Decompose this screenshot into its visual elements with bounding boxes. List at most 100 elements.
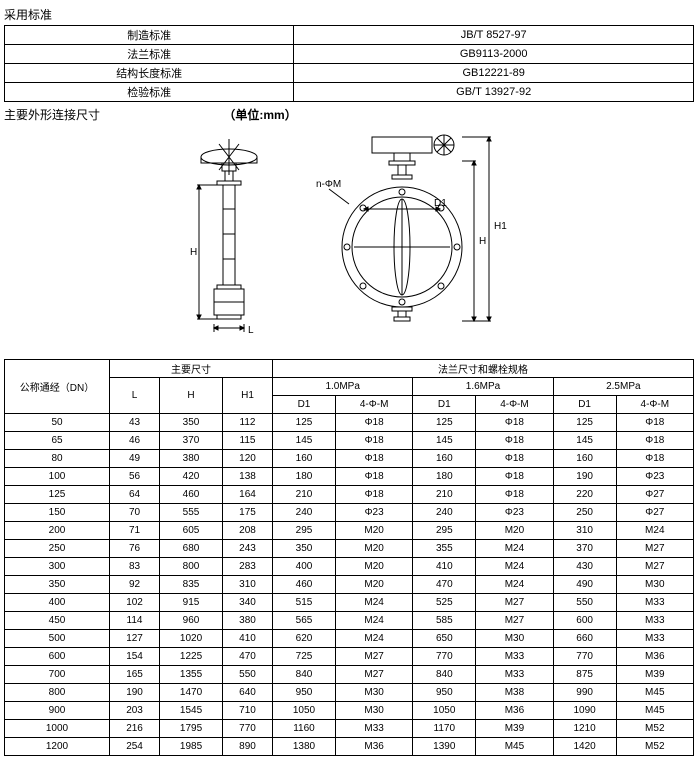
spec-cell: 840 xyxy=(413,666,476,684)
spec-cell: 640 xyxy=(222,684,272,702)
spec-cell: 56 xyxy=(110,468,160,486)
spec-cell: 660 xyxy=(553,630,616,648)
section2-header: 主要外形连接尺寸 （单位:mm） xyxy=(4,106,694,123)
spec-cell: 145 xyxy=(553,432,616,450)
standards-value: GB12221-89 xyxy=(294,64,694,83)
th-D1-1: D1 xyxy=(273,396,336,414)
standards-value: JB/T 8527-97 xyxy=(294,26,694,45)
svg-text:H1: H1 xyxy=(494,221,507,232)
spec-cell: 127 xyxy=(110,630,160,648)
spec-cell: 725 xyxy=(273,648,336,666)
section2-unit: （单位:mm） xyxy=(223,106,296,123)
spec-cell: 605 xyxy=(160,522,223,540)
spec-row: 90020315457101050M301050M361090M45 xyxy=(5,702,694,720)
valve-diagram: L H xyxy=(4,129,524,339)
spec-cell: M52 xyxy=(616,720,693,738)
spec-cell: M39 xyxy=(476,720,553,738)
spec-row: 6001541225470725M27770M33770M36 xyxy=(5,648,694,666)
spec-cell: 350 xyxy=(160,414,223,432)
th-L: L xyxy=(110,378,160,414)
spec-cell: M24 xyxy=(335,594,412,612)
spec-cell: 1420 xyxy=(553,738,616,756)
spec-cell: 50 xyxy=(5,414,110,432)
spec-cell: M27 xyxy=(476,612,553,630)
spec-cell: 250 xyxy=(553,504,616,522)
spec-row: 450114960380565M24585M27600M33 xyxy=(5,612,694,630)
spec-cell: 310 xyxy=(553,522,616,540)
spec-cell: M36 xyxy=(616,648,693,666)
spec-cell: 80 xyxy=(5,450,110,468)
spec-cell: 400 xyxy=(273,558,336,576)
spec-cell: M24 xyxy=(616,522,693,540)
spec-cell: 100 xyxy=(5,468,110,486)
spec-cell: M27 xyxy=(335,648,412,666)
spec-cell: 410 xyxy=(222,630,272,648)
spec-cell: 460 xyxy=(160,486,223,504)
spec-cell: 620 xyxy=(273,630,336,648)
spec-cell: 380 xyxy=(160,450,223,468)
spec-row: 6546370115145Φ18145Φ18145Φ18 xyxy=(5,432,694,450)
spec-cell: 150 xyxy=(5,504,110,522)
spec-cell: 370 xyxy=(160,432,223,450)
spec-cell: M45 xyxy=(476,738,553,756)
spec-cell: Φ18 xyxy=(616,414,693,432)
spec-cell: Φ18 xyxy=(476,468,553,486)
spec-cell: 208 xyxy=(222,522,272,540)
spec-cell: 1380 xyxy=(273,738,336,756)
spec-cell: 800 xyxy=(5,684,110,702)
spec-cell: M33 xyxy=(616,630,693,648)
spec-cell: M52 xyxy=(616,738,693,756)
spec-cell: 145 xyxy=(413,432,476,450)
spec-cell: M39 xyxy=(616,666,693,684)
spec-cell: 283 xyxy=(222,558,272,576)
spec-cell: 890 xyxy=(222,738,272,756)
spec-cell: 875 xyxy=(553,666,616,684)
svg-text:L: L xyxy=(248,325,254,336)
th-bolt-2: 4-Φ-M xyxy=(476,396,553,414)
spec-cell: 250 xyxy=(5,540,110,558)
spec-cell: M30 xyxy=(616,576,693,594)
spec-cell: 160 xyxy=(553,450,616,468)
spec-cell: 770 xyxy=(222,720,272,738)
spec-cell: 125 xyxy=(413,414,476,432)
th-flange: 法兰尺寸和螺栓规格 xyxy=(273,360,694,378)
spec-row: 5001271020410620M24650M30660M33 xyxy=(5,630,694,648)
spec-cell: Φ18 xyxy=(335,432,412,450)
spec-cell: 470 xyxy=(413,576,476,594)
spec-row: 400102915340515M24525M27550M33 xyxy=(5,594,694,612)
spec-cell: 550 xyxy=(222,666,272,684)
spec-cell: 200 xyxy=(5,522,110,540)
spec-cell: 1050 xyxy=(273,702,336,720)
spec-row: 20071605208295M20295M20310M24 xyxy=(5,522,694,540)
spec-cell: M24 xyxy=(476,558,553,576)
spec-cell: M20 xyxy=(335,558,412,576)
spec-row: 15070555175240Φ23240Φ23250Φ27 xyxy=(5,504,694,522)
spec-cell: 950 xyxy=(273,684,336,702)
spec-cell: 1170 xyxy=(413,720,476,738)
spec-cell: 960 xyxy=(160,612,223,630)
spec-cell: 600 xyxy=(5,648,110,666)
spec-cell: 190 xyxy=(110,684,160,702)
spec-cell: M24 xyxy=(335,612,412,630)
spec-cell: Φ18 xyxy=(616,432,693,450)
spec-cell: 145 xyxy=(273,432,336,450)
spec-cell: 240 xyxy=(273,504,336,522)
spec-cell: 190 xyxy=(553,468,616,486)
spec-cell: 470 xyxy=(222,648,272,666)
th-p1: 1.0MPa xyxy=(273,378,413,396)
spec-cell: Φ18 xyxy=(335,414,412,432)
spec-cell: M38 xyxy=(476,684,553,702)
spec-cell: 254 xyxy=(110,738,160,756)
standards-row: 法兰标准GB9113-2000 xyxy=(5,45,694,64)
spec-cell: Φ18 xyxy=(335,468,412,486)
spec-cell: 70 xyxy=(110,504,160,522)
spec-cell: 490 xyxy=(553,576,616,594)
spec-cell: M24 xyxy=(335,630,412,648)
spec-cell: 1020 xyxy=(160,630,223,648)
spec-cell: 420 xyxy=(160,468,223,486)
spec-cell: 600 xyxy=(553,612,616,630)
spec-cell: Φ18 xyxy=(476,450,553,468)
spec-row: 35092835310460M20470M24490M30 xyxy=(5,576,694,594)
svg-text:n-ΦM: n-ΦM xyxy=(316,179,341,190)
spec-row: 10056420138180Φ18180Φ18190Φ23 xyxy=(5,468,694,486)
